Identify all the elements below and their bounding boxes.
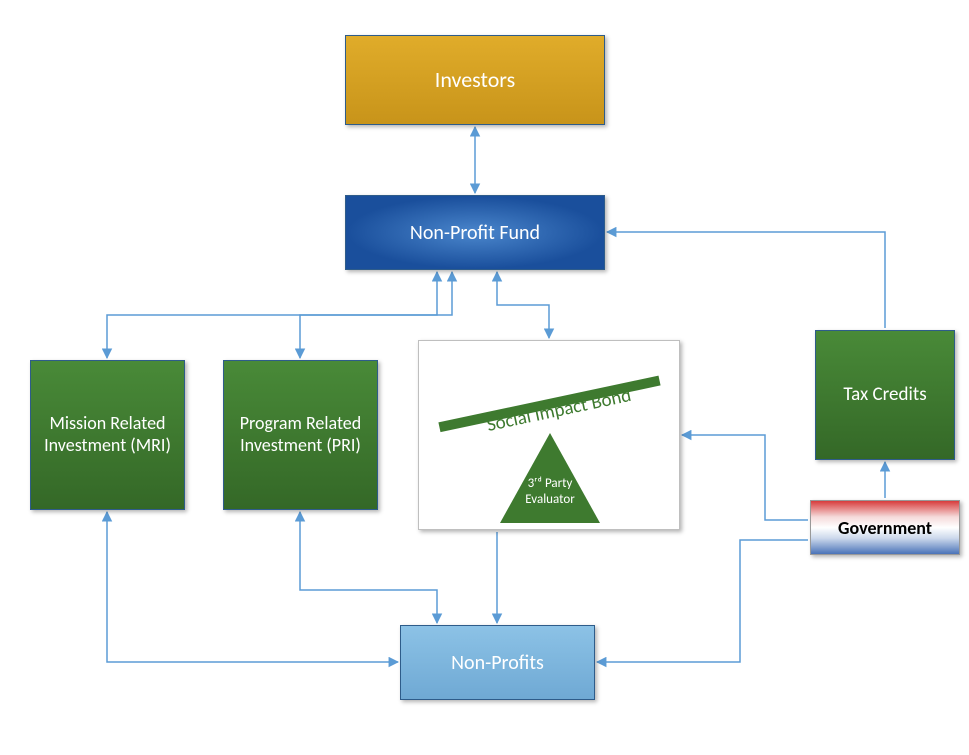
mri-label: Mission Related Investment (MRI)	[31, 413, 184, 456]
edge-taxcredits-fund	[607, 232, 885, 328]
government-label: Government	[838, 517, 932, 539]
pri-label: Program Related Investment (PRI)	[224, 413, 377, 456]
edge-pri-nonprofits	[300, 512, 437, 623]
node-tax-credits: Tax Credits	[815, 330, 955, 460]
investors-label: Investors	[435, 67, 515, 93]
nonprofit-fund-label: Non-Profit Fund	[410, 221, 540, 245]
edge-fund-mri	[107, 272, 437, 358]
edge-fund-sib	[497, 272, 549, 338]
sib-triangle-label: 3ʳᵈ Party Evaluator	[500, 476, 600, 507]
node-nonprofits: Non-Profits	[400, 625, 595, 700]
tax-credits-label: Tax Credits	[843, 384, 926, 407]
node-investors: Investors	[345, 35, 605, 125]
node-pri: Program Related Investment (PRI)	[223, 360, 378, 510]
nonprofits-label: Non-Profits	[451, 651, 544, 675]
node-mri: Mission Related Investment (MRI)	[30, 360, 185, 510]
node-government: Government	[810, 500, 960, 555]
edge-gov-sib	[682, 435, 808, 520]
node-nonprofit-fund: Non-Profit Fund	[345, 195, 605, 270]
sib-triangle-bottom: Evaluator	[525, 492, 575, 507]
edge-mri-nonprofits	[107, 512, 398, 662]
sib-triangle-top: 3ʳᵈ Party	[528, 476, 573, 491]
edge-gov-nonprofits	[597, 540, 808, 662]
node-sib: Social Impact Bond 3ʳᵈ Party Evaluator	[418, 340, 680, 530]
